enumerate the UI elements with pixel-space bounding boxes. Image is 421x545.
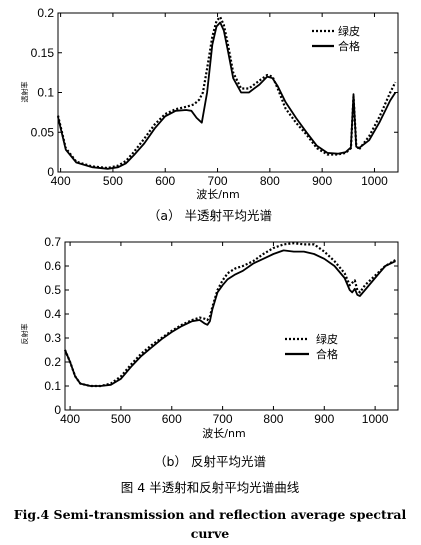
figure-caption: 图 4 半透射和反射平均光谱曲线 (121, 480, 300, 495)
chart-b-ytick-label: 0.3 (44, 331, 61, 345)
chart-b-xtick-label: 600 (162, 412, 182, 426)
chart-b-xtick-label: 700 (213, 412, 233, 426)
chart-a-ytick-label: 0.05 (31, 125, 55, 139)
chart-a-series-2-line (57, 21, 397, 170)
chart-b-ytick-label: 0 (54, 403, 61, 417)
chart-b-legend-label-1: 绿皮 (316, 332, 338, 346)
chart-a-xtick-label: 900 (312, 174, 332, 188)
chart-a-legend-label-1: 绿皮 (338, 24, 360, 38)
chart-b-ytick-label: 0.5 (44, 283, 61, 297)
chart-a-ytick-label: 0 (47, 165, 54, 179)
chart-b-caption: （b） 反射平均光谱 (154, 454, 266, 469)
english-caption-line-1: Fig.4 Semi-transmission and reflection a… (14, 507, 407, 522)
chart-a-ytick-label: 0.2 (37, 6, 54, 20)
chart-b: 0 0.1 0.2 0.3 0.4 0.5 0.6 0.7 400 500 600 700 800 90… (20, 235, 399, 469)
chart-b-xtick-label: 500 (111, 412, 131, 426)
chart-a-xtick-label: 800 (260, 174, 280, 188)
chart-a-xtick-label: 1000 (361, 174, 388, 188)
chart-b-series-2-line (64, 249, 396, 387)
chart-a-legend-label-2: 合格 (338, 39, 360, 53)
chart-a-legend: 绿皮 合格 (312, 24, 360, 53)
chart-a: 0 0.05 0.1 0.15 0.2 400 500 600 700 800 900 1000 透… (20, 6, 399, 223)
chart-a-ytick-label: 0.15 (31, 46, 55, 60)
chart-a-xlabel: 波长/nm (196, 188, 239, 201)
chart-b-xlabel: 波长/nm (202, 427, 245, 440)
chart-b-xtick-label: 900 (314, 412, 334, 426)
chart-b-ytick-label: 0.1 (44, 379, 61, 393)
chart-b-xtick-label: 400 (60, 412, 80, 426)
chart-a-ylabel: 透射率 (20, 82, 29, 103)
chart-b-xtick-label: 1000 (362, 412, 389, 426)
chart-a-xtick-label: 700 (208, 174, 228, 188)
chart-b-plot-area (64, 241, 399, 411)
chart-b-xtick-label: 800 (263, 412, 283, 426)
chart-b-legend: 绿皮 合格 (285, 332, 338, 361)
chart-b-ylabel: 反射率 (20, 324, 29, 345)
chart-b-ytick-label: 0.6 (44, 259, 61, 273)
chart-a-xtick-label: 400 (51, 174, 71, 188)
chart-a-caption: （a） 半透射平均光谱 (148, 208, 272, 223)
chart-a-xtick-label: 500 (103, 174, 123, 188)
english-caption-line-2: curve (191, 526, 230, 541)
chart-a-ytick-label: 0.1 (37, 86, 54, 100)
chart-b-legend-label-2: 合格 (316, 347, 338, 361)
chart-b-ytick-label: 0.7 (44, 235, 61, 249)
chart-b-series-1-line (63, 242, 397, 388)
chart-a-xtick-label: 600 (155, 174, 175, 188)
chart-b-ytick-label: 0.2 (44, 355, 61, 369)
chart-b-ytick-label: 0.4 (44, 307, 61, 321)
